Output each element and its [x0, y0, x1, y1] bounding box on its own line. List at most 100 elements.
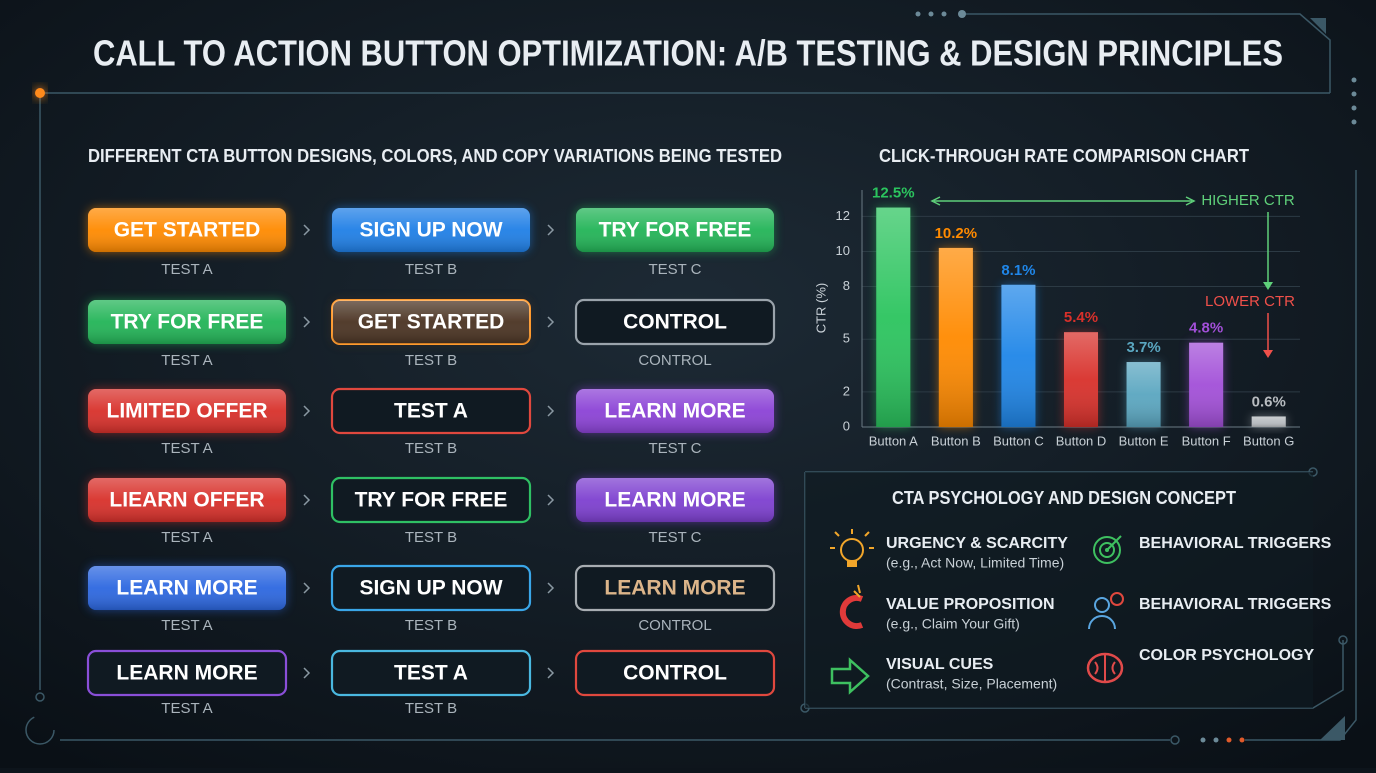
chevron — [303, 224, 311, 236]
button-shine — [576, 478, 774, 522]
button-label: TRY FOR FREE — [355, 489, 508, 512]
cta-button: GET STARTED — [88, 208, 286, 252]
item-subtitle: (e.g., Act Now, Limited Time) — [886, 555, 1064, 571]
bar-shine — [1251, 416, 1286, 427]
item-title: COLOR PSYCHOLOGY — [1139, 647, 1314, 664]
icon-shape — [839, 595, 864, 629]
cta-button: TRY FOR FREE — [88, 300, 286, 344]
button-body — [330, 476, 532, 524]
button-body — [86, 649, 288, 697]
button-caption: CONTROL — [638, 617, 711, 634]
y-tick-label: 10 — [836, 243, 850, 258]
button-caption: CONTROL — [638, 352, 711, 369]
y-axis-label: CTR (%) — [813, 283, 828, 334]
button-caption: TEST C — [648, 529, 701, 546]
button-caption: TEST C — [648, 440, 701, 457]
button-shine — [576, 389, 774, 433]
button-label: CONTROL — [623, 662, 727, 685]
button-caption: TEST A — [161, 352, 212, 369]
icon-shape — [847, 561, 857, 567]
button-caption: TEST B — [405, 261, 457, 278]
psychology-panel — [805, 472, 1313, 708]
button-body — [330, 649, 532, 697]
item-title: URGENCY & SCARCITY — [886, 535, 1068, 552]
icon-shape — [1094, 597, 1110, 613]
cta-button: LIEARN OFFER — [88, 478, 286, 522]
icon-shape — [1088, 615, 1116, 630]
x-tick-label: Button E — [1119, 433, 1169, 448]
button-label: TEST A — [394, 400, 468, 423]
item-icon — [839, 584, 864, 629]
value-label: 8.1% — [1001, 262, 1035, 279]
cta-button: TRY FOR FREE — [576, 208, 774, 252]
cta-button: GET STARTED — [331, 299, 531, 345]
button-shine — [332, 208, 530, 252]
button-caption: TEST A — [161, 529, 212, 546]
value-label: 5.4% — [1064, 309, 1098, 326]
y-tick-label: 8 — [843, 278, 850, 293]
button-label: SIGN UP NOW — [359, 219, 502, 242]
icon-shape — [1110, 592, 1124, 606]
item-icon — [830, 657, 870, 695]
cta-button: CONTROL — [574, 649, 776, 697]
annotation: LOWER CTR — [1205, 293, 1295, 310]
x-tick-label: Button A — [869, 433, 918, 448]
button-shine — [88, 389, 286, 433]
item-title: BEHAVIORAL TRIGGERS — [1139, 535, 1332, 552]
cta-button: SIGN UP NOW — [330, 564, 532, 612]
y-tick-label: 2 — [843, 383, 850, 398]
y-tick-label: 12 — [836, 208, 850, 223]
button-body — [574, 564, 776, 612]
section-heading: DIFFERENT CTA BUTTON DESIGNS, COLORS, AN… — [88, 146, 782, 166]
button-shine — [88, 478, 286, 522]
chevron — [547, 224, 555, 236]
chevron — [547, 667, 555, 679]
arrow-head — [930, 196, 941, 206]
page-title: CALL TO ACTION BUTTON OPTIMIZATION: A/B … — [93, 33, 1283, 74]
value-label: 12.5% — [872, 185, 915, 202]
cta-button: TEST A — [330, 387, 532, 435]
button-label: TRY FOR FREE — [111, 311, 264, 334]
item-icon — [1093, 535, 1122, 564]
button-body — [330, 387, 532, 435]
button-body — [330, 564, 532, 612]
button-caption: TEST B — [405, 440, 457, 457]
button-shine — [332, 300, 530, 344]
arrow-head — [1185, 196, 1196, 206]
button-caption: TEST A — [161, 261, 212, 278]
button-caption: TEST B — [405, 529, 457, 546]
button-body — [574, 298, 776, 346]
bar-shine — [1001, 284, 1036, 427]
item-title: BEHAVIORAL TRIGGERS — [1139, 596, 1332, 613]
chevron — [547, 582, 555, 594]
item-icon — [830, 529, 874, 567]
icon-shape — [1093, 536, 1121, 564]
button-caption: TEST A — [161, 617, 212, 634]
button-label: TRY FOR FREE — [599, 219, 752, 242]
x-tick-label: Button G — [1243, 433, 1294, 448]
bar-shine — [938, 247, 973, 427]
item-icon — [1086, 652, 1124, 684]
chevron — [303, 582, 311, 594]
chevron — [547, 316, 555, 328]
button-label: CONTROL — [623, 311, 727, 334]
arrow-head — [1263, 282, 1273, 290]
item-title: VISUAL CUES — [886, 656, 994, 673]
cta-button: TEST A — [330, 649, 532, 697]
cta-button: LEARN MORE — [88, 566, 286, 610]
chevron — [547, 405, 555, 417]
button-label: LEARN MORE — [116, 662, 257, 685]
cta-button: LEARN MORE — [574, 564, 776, 612]
cta-button: SIGN UP NOW — [332, 208, 530, 252]
button-label: LEARN MORE — [604, 400, 745, 423]
button-label: GET STARTED — [114, 219, 261, 242]
button-label: LEARN MORE — [604, 489, 745, 512]
chevron — [303, 316, 311, 328]
bar-shine — [1126, 362, 1161, 427]
x-tick-label: Button B — [931, 433, 981, 448]
y-tick-label: 0 — [843, 418, 850, 433]
bar-shine — [876, 207, 911, 427]
icon-shape — [830, 657, 870, 695]
chevron — [303, 405, 311, 417]
